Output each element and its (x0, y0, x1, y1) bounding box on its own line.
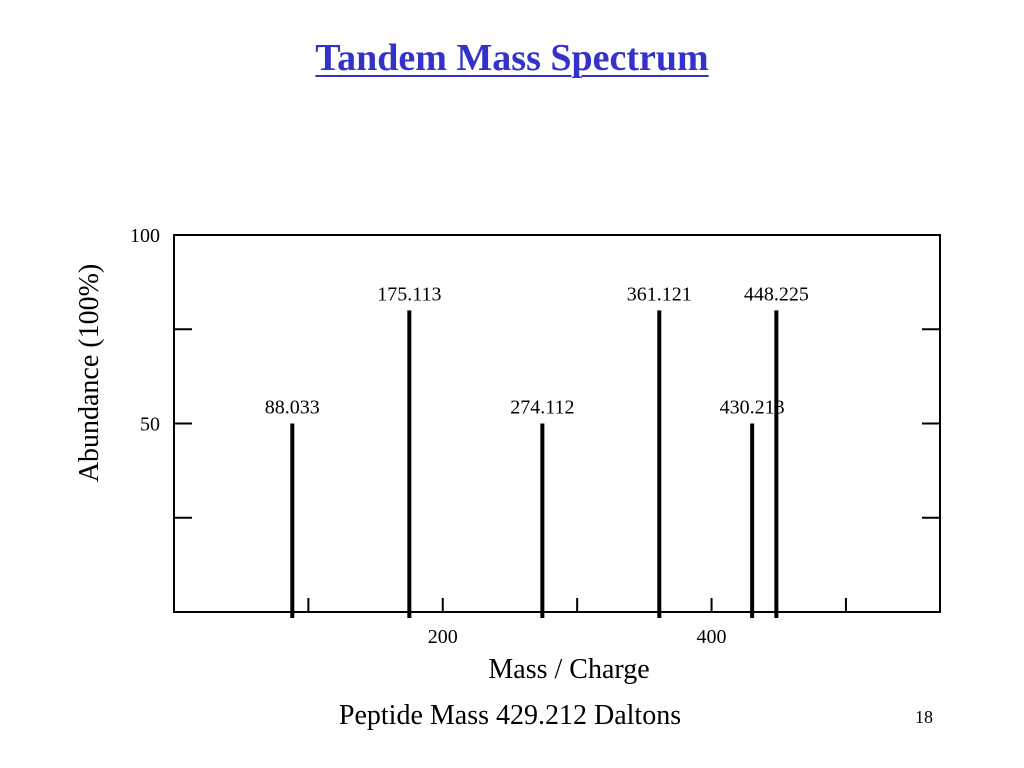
peptide-mass-caption: Peptide Mass 429.212 Daltons (338, 700, 682, 731)
x-axis-ticks: 200 400 (307, 598, 847, 648)
y-tick-label: 50 (140, 414, 160, 436)
page-number: 18 (915, 707, 933, 727)
y-axis-label: Abundance (100%) (74, 264, 105, 482)
y-tick-label: 100 (130, 225, 160, 247)
peak-label: 88.033 (265, 397, 320, 419)
plot-frame (173, 234, 941, 613)
x-tick-label: 400 (697, 626, 727, 648)
peak-label: 430.213 (720, 397, 785, 419)
peak-label: 175.113 (377, 283, 441, 305)
spectrum-peaks: 88.033 175.113 274.112 361.121 430.213 448.22… (265, 283, 809, 618)
peak-label: 274.112 (510, 397, 574, 419)
mass-spectrum-chart: 50 100 200 400 88.033 175.113 274.112 361.121… (74, 225, 941, 685)
peak-label: 361.121 (627, 283, 692, 305)
peak-label: 448.225 (744, 283, 809, 305)
x-tick-label: 200 (428, 626, 458, 648)
slide-title-text: Tandem Mass Spectrum (315, 37, 709, 79)
slide-title: Tandem Mass Spectrum (0, 36, 1024, 80)
y-axis-ticks: 50 100 (130, 225, 940, 519)
x-axis-label: Mass / Charge (488, 654, 649, 685)
